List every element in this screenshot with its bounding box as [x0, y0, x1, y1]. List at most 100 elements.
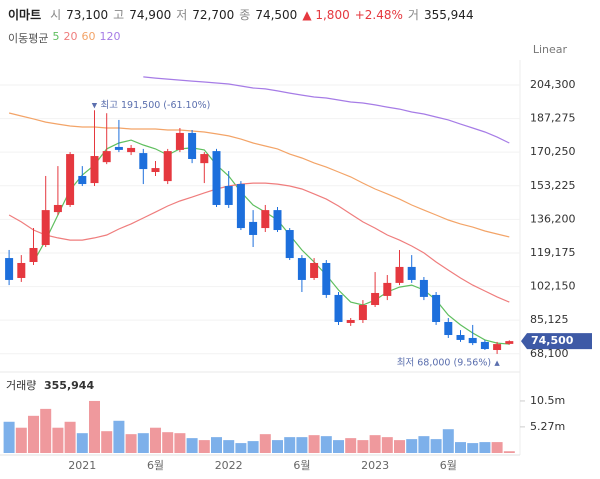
volume-bar: [162, 432, 174, 453]
candle-body: [505, 341, 514, 344]
volume-value: 355,944: [423, 8, 474, 22]
candle-body: [310, 262, 319, 278]
candle-body: [419, 279, 428, 297]
volume-bar: [113, 420, 125, 453]
volume-bar: [455, 442, 466, 453]
volume-bar: [503, 451, 515, 453]
volume-bar: [198, 440, 210, 453]
header: 이마트 시 73,100 고 74,900 저 72,700 종 74,500 …: [8, 6, 474, 23]
volume-bar: [442, 429, 454, 453]
last-price-label: 74,500: [531, 334, 574, 347]
candle-body: [322, 262, 331, 295]
candle-body: [493, 344, 502, 351]
volume-bar: [284, 437, 296, 453]
volume-bar: [381, 437, 393, 453]
candle-body: [346, 320, 355, 323]
candle-body: [383, 282, 392, 296]
candle-body: [90, 156, 99, 184]
candle-body: [249, 221, 258, 235]
y-tick-label: 102,150: [530, 280, 576, 293]
volume-bar: [235, 443, 247, 453]
candle-body: [66, 154, 75, 205]
y-tick-label: 153,225: [530, 179, 576, 192]
volume-bar: [333, 440, 344, 453]
candle-body: [139, 153, 148, 170]
volume-bar: [320, 436, 332, 453]
y-tick-label: 119,175: [530, 246, 576, 259]
candle-body: [163, 151, 172, 182]
candle-body: [273, 210, 282, 231]
field-label: 저: [176, 8, 188, 22]
candle-body: [444, 321, 453, 336]
high-marker: ▼: [92, 101, 98, 109]
volume-bar: [345, 438, 357, 453]
volume-tick-label: 5.27m: [530, 420, 565, 433]
volume-bar: [150, 427, 161, 453]
volume-bar: [15, 427, 27, 453]
legend-entry: 120: [99, 30, 121, 43]
ma-line: [32, 139, 510, 345]
candle-body: [29, 247, 38, 262]
candle-body: [224, 186, 233, 205]
volume-bar: [418, 436, 430, 453]
volume-bar: [137, 433, 149, 453]
field-label: 시: [50, 8, 62, 22]
candle-body: [17, 262, 26, 278]
stock-name: 이마트: [8, 8, 42, 22]
volume-bar: [76, 433, 88, 453]
field-value: 72,700: [192, 8, 235, 22]
ma-line: [143, 76, 510, 144]
x-tick-label: 6월: [440, 459, 457, 472]
legend-entry: 5: [52, 30, 60, 43]
candle-body: [53, 204, 62, 213]
volume-bar: [430, 439, 442, 453]
low-annotation: 최저 68,000 (9.56%): [397, 357, 491, 368]
candle-body: [456, 335, 465, 340]
last-price-marker: [521, 333, 592, 350]
x-tick-label: 2022: [215, 459, 243, 472]
ma-line: [8, 112, 510, 238]
candle-body: [236, 184, 245, 229]
volume-bar: [64, 421, 76, 453]
volume-bar: [467, 443, 479, 453]
legend-entry: 20: [63, 30, 78, 43]
x-tick-label: 2021: [68, 459, 96, 472]
candle-body: [358, 305, 367, 321]
volume-bar: [272, 440, 283, 453]
volume-bar: [211, 437, 222, 453]
volume-bar: [52, 427, 64, 453]
high-annotation: 최고 191,500 (-61.10%): [101, 100, 211, 111]
low-marker: ▲: [494, 359, 500, 367]
volume-bar: [394, 440, 405, 453]
y-tick-label: 204,300: [530, 78, 576, 91]
volume-latest: 355,944: [44, 379, 94, 392]
candle-body: [395, 266, 404, 283]
candle-body: [200, 154, 209, 164]
candle-body: [334, 294, 343, 322]
candle-body: [432, 294, 441, 322]
field-label: 종: [239, 8, 251, 22]
candle-body: [480, 341, 489, 350]
y-tick-label: 136,200: [530, 212, 576, 225]
y-tick-label: 85,125: [530, 313, 569, 326]
change: ▲ 1,800: [302, 8, 350, 22]
candle-body: [114, 146, 123, 150]
candle-body: [127, 147, 136, 153]
legend-title: 이동평균: [8, 32, 49, 45]
change-pct: +2.48%: [354, 8, 403, 22]
volume-bar: [479, 442, 491, 453]
volume-bar: [406, 439, 418, 453]
legend-entry: 60: [81, 30, 96, 43]
volume-bar: [125, 434, 137, 453]
volume-bar: [223, 440, 235, 453]
candle-body: [261, 210, 270, 229]
candle-body: [151, 168, 160, 173]
volume-bar: [101, 431, 113, 453]
volume-bar: [296, 437, 308, 453]
volume-bar: [28, 415, 39, 453]
volume-label: 거: [407, 8, 419, 22]
volume-bar: [491, 442, 503, 453]
volume-bar: [369, 435, 381, 453]
volume-bar: [40, 408, 52, 453]
